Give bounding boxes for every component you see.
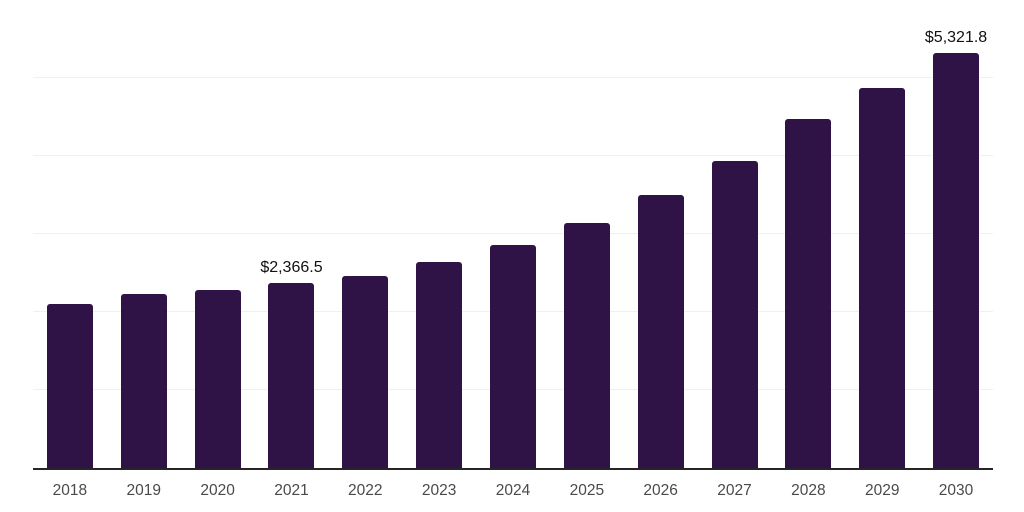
bar-2019 [120, 294, 167, 468]
value-label-2030: $5,321.8 [924, 29, 988, 46]
x-tick-label-2027: 2027 [717, 482, 752, 499]
gridline-4000 [33, 155, 993, 156]
bar-2030 [933, 53, 980, 468]
bar-slot-2028 [771, 0, 845, 468]
x-tick-label-2018: 2018 [52, 482, 88, 499]
bar-slot-2024 [476, 0, 550, 468]
bar-2024 [489, 245, 536, 468]
bar-2018 [46, 304, 93, 468]
bar-2026 [637, 195, 684, 468]
bar-2029 [859, 88, 906, 468]
x-tick-label-2022: 2022 [348, 482, 383, 499]
gridline-5000 [33, 77, 993, 78]
bar-slot-2027 [698, 0, 772, 468]
value-label-2021: $2,366.5 [260, 259, 323, 276]
x-tick-label-2019: 2019 [126, 482, 161, 499]
bar-slot-2022 [328, 0, 402, 468]
x-tick-label-2026: 2026 [643, 482, 678, 499]
plot-area: $2,366.5 $5,321.8 [33, 0, 993, 470]
gridline-3000 [33, 233, 993, 234]
bar-2028 [785, 119, 832, 468]
x-tick-label-2020: 2020 [200, 482, 235, 499]
x-tick-label-2024: 2024 [495, 482, 531, 499]
x-tick-label-2023: 2023 [421, 482, 457, 499]
bar-2021 [268, 283, 315, 468]
x-axis-labels: 2018 2019 2020 2021 2022 2023 2024 2025 2026 2027… [33, 482, 993, 501]
x-tick-label-2028: 2028 [791, 482, 826, 499]
bars-container: $2,366.5 $5,321.8 [33, 0, 993, 468]
bar-2027 [711, 161, 758, 468]
bar-slot-2025 [550, 0, 624, 468]
bar-2022 [342, 276, 389, 468]
bar-slot-2020 [181, 0, 255, 468]
x-tick-label-2021: 2021 [274, 482, 309, 499]
bar-2023 [416, 262, 463, 468]
bar-slot-2029 [845, 0, 919, 468]
bar-2020 [194, 290, 241, 468]
x-tick-label-2029: 2029 [864, 482, 900, 499]
bar-slot-2026 [624, 0, 698, 468]
bar-slot-2021: $2,366.5 [255, 0, 329, 468]
x-tick-label-2025: 2025 [569, 482, 605, 499]
bar-2025 [563, 223, 610, 468]
bar-slot-2023 [402, 0, 476, 468]
x-tick-label-2030: 2030 [938, 482, 974, 499]
bar-slot-2018 [33, 0, 107, 468]
bar-slot-2019 [107, 0, 181, 468]
bar-slot-2030: $5,321.8 [919, 0, 993, 468]
